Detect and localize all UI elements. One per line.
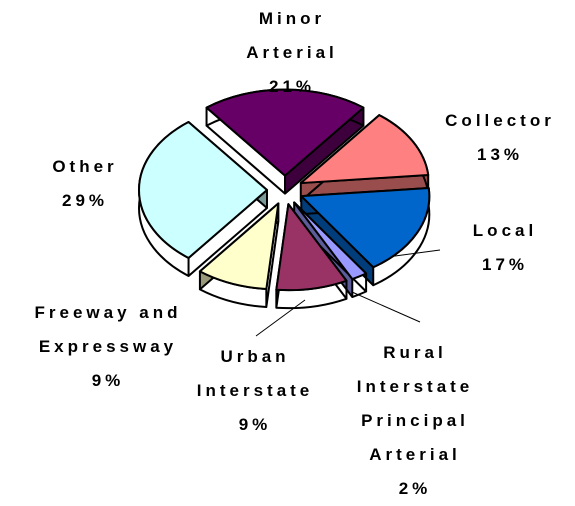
slice-label: Minor Arterial 21%	[227, 2, 357, 104]
category-name: Local	[472, 221, 538, 240]
value-label: 9%	[91, 371, 125, 390]
slice-label: Freeway and Expressway 9%	[3, 296, 213, 398]
slice-label: Urban Interstate 9%	[175, 340, 335, 442]
slice	[300, 187, 431, 269]
leader-line	[351, 291, 421, 323]
leader-line	[255, 299, 306, 337]
slice-label: Local 17%	[440, 214, 570, 282]
slice-label: Collector 13%	[400, 104, 575, 172]
value-label: 2%	[398, 479, 432, 498]
slice-label: Rural Interstate Principal Arterial 2%	[335, 336, 495, 506]
slice-label: Other 29%	[30, 150, 140, 218]
slice	[205, 88, 365, 177]
category-name: Collector	[445, 111, 555, 130]
slice	[138, 121, 268, 259]
value-label: 29%	[61, 191, 109, 210]
value-label: 21%	[268, 77, 316, 96]
page: {"chart_data": {"type": "pie", "categori…	[3, 2, 575, 498]
value-label: 9%	[238, 415, 272, 434]
category-name: Freeway and Expressway	[34, 303, 182, 356]
value-label: 13%	[476, 145, 524, 164]
category-name: Urban Interstate	[196, 347, 314, 400]
slice	[293, 201, 368, 281]
chart	[138, 88, 441, 337]
value-label: 17%	[481, 255, 529, 274]
slice	[198, 202, 280, 291]
slice	[275, 203, 348, 292]
slice	[299, 114, 430, 185]
category-name: Minor Arterial	[246, 9, 338, 62]
category-name: Rural Interstate Principal Arterial	[356, 343, 474, 464]
category-name: Other	[52, 157, 118, 176]
